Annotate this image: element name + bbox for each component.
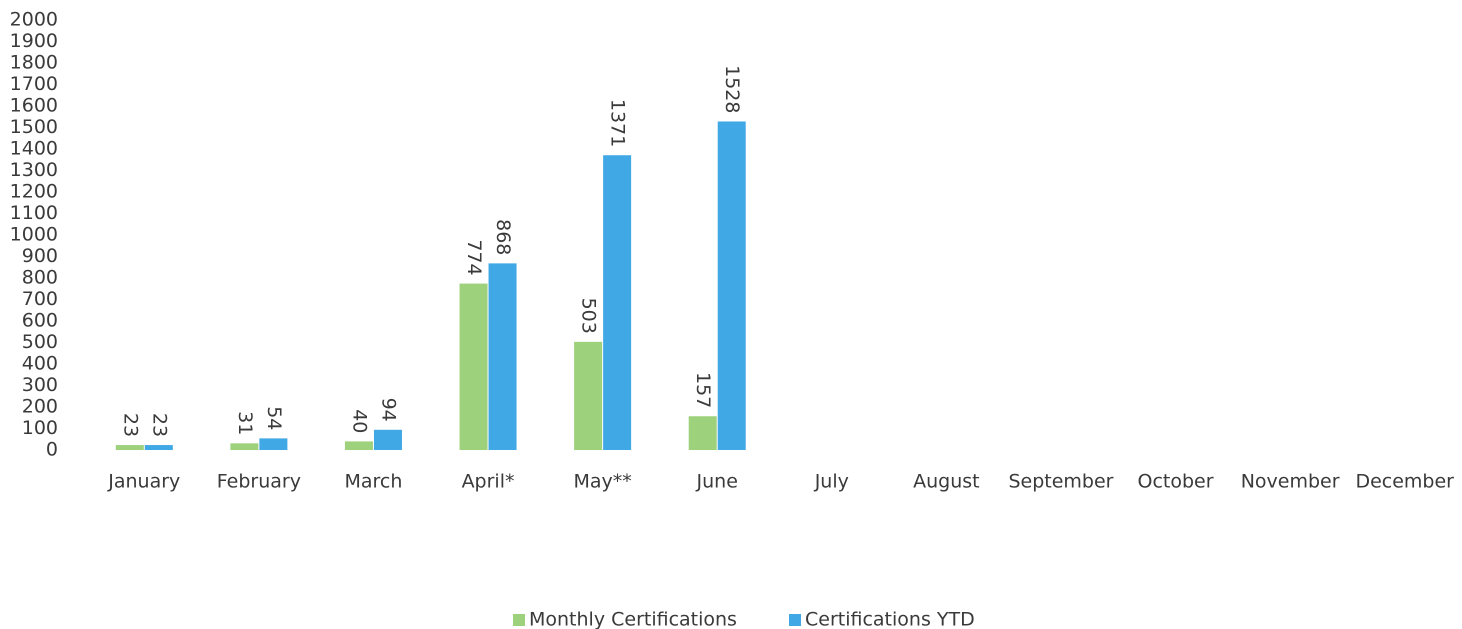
y-tick-label: 2000 (10, 9, 58, 31)
y-tick-label: 1800 (10, 52, 58, 74)
data-label: 1528 (721, 65, 743, 113)
y-tick-label: 0 (46, 439, 58, 461)
x-tick-label: April* (462, 471, 515, 493)
legend-swatch (513, 614, 525, 626)
legend-label: Certifications YTD (805, 609, 975, 629)
bar (144, 445, 173, 450)
data-label: 23 (119, 413, 141, 437)
legend-swatch (789, 614, 801, 626)
data-label: 31 (234, 411, 256, 435)
x-tick-label: June (696, 471, 738, 493)
data-label: 94 (377, 398, 399, 422)
data-label: 23 (148, 413, 170, 437)
y-tick-label: 400 (22, 353, 58, 375)
y-tick-label: 1000 (10, 224, 58, 246)
legend-label: Monthly Certifications (529, 609, 737, 629)
x-tick-label: October (1138, 471, 1214, 493)
y-tick-label: 1700 (10, 73, 58, 95)
y-tick-label: 1600 (10, 95, 58, 117)
y-tick-label: 600 (22, 310, 58, 332)
data-label: 54 (263, 406, 285, 430)
y-tick-label: 100 (22, 417, 58, 439)
bar (230, 443, 259, 450)
x-tick-label: January (107, 471, 180, 493)
bar (688, 416, 717, 450)
bar (259, 438, 288, 450)
x-tick-label: March (344, 471, 402, 493)
y-tick-label: 800 (22, 267, 58, 289)
y-tick-label: 1500 (10, 116, 58, 138)
y-tick-label: 1200 (10, 181, 58, 203)
data-label: 157 (692, 372, 714, 408)
bar (717, 121, 746, 450)
y-tick-label: 200 (22, 396, 58, 418)
bar (488, 263, 517, 450)
y-tick-label: 300 (22, 374, 58, 396)
x-tick-label: September (1008, 471, 1113, 493)
y-tick-label: 1300 (10, 159, 58, 181)
y-tick-label: 1100 (10, 202, 58, 224)
bar (459, 283, 488, 450)
y-tick-label: 500 (22, 331, 58, 353)
y-tick-label: 700 (22, 288, 58, 310)
data-label: 868 (492, 219, 514, 255)
x-tick-label: July (814, 471, 849, 493)
y-tick-label: 1900 (10, 30, 58, 52)
x-tick-label: May** (573, 471, 631, 493)
data-label: 503 (578, 298, 600, 334)
x-tick-label: February (217, 471, 301, 493)
bar (603, 155, 632, 451)
data-label: 774 (463, 239, 485, 275)
bar (373, 429, 402, 450)
bar (344, 441, 373, 450)
x-tick-label: November (1241, 471, 1340, 493)
bar (574, 341, 603, 450)
x-tick-label: December (1355, 471, 1454, 493)
x-tick-label: August (913, 471, 980, 493)
y-tick-label: 900 (22, 245, 58, 267)
data-label: 1371 (607, 99, 629, 147)
bar (115, 445, 144, 450)
y-tick-label: 1400 (10, 138, 58, 160)
data-label: 40 (348, 409, 370, 433)
